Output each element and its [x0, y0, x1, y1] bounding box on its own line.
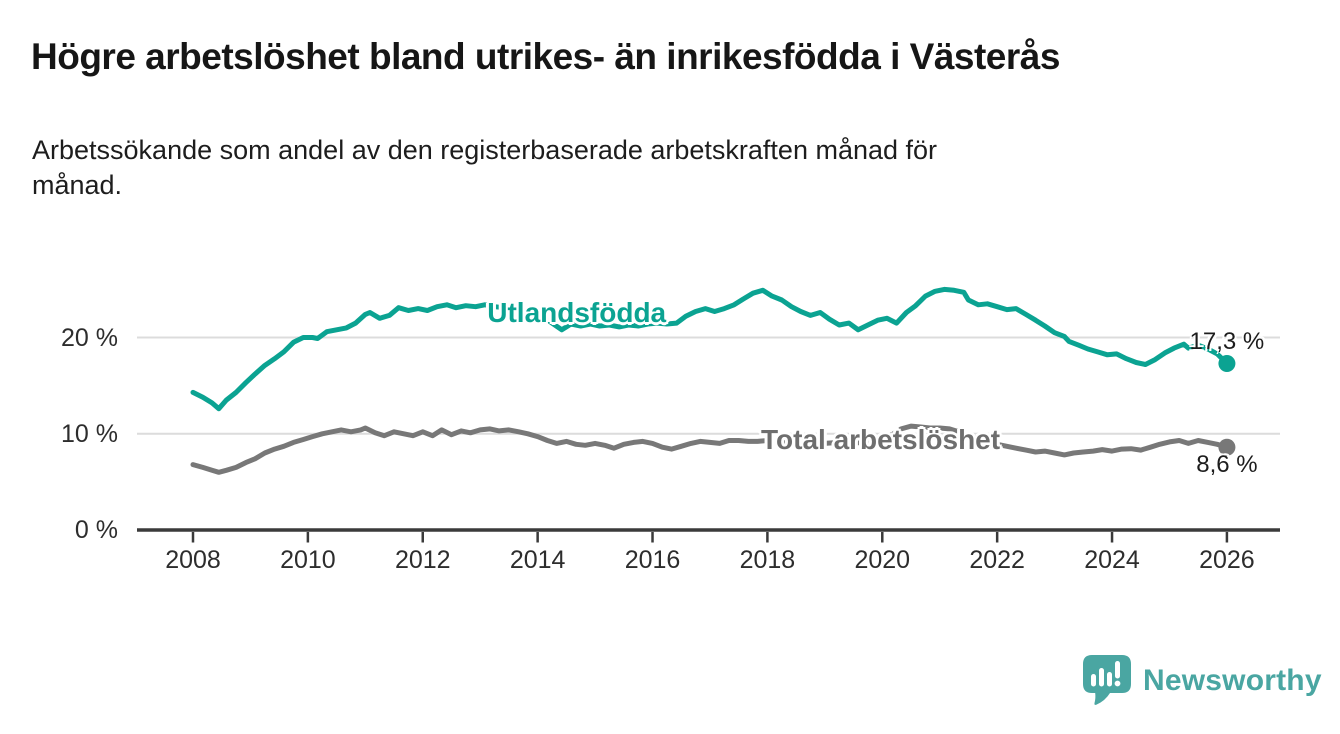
newsworthy-logo: Newsworthy	[1083, 655, 1322, 706]
x-tick-label: 2018	[739, 546, 796, 574]
series-line-utlandsfodda	[190, 286, 1230, 412]
x-tick-label: 2012	[394, 546, 451, 574]
series-end-dot-total-arbetsloshet	[1218, 438, 1236, 456]
chart-subtitle: Arbetssökande som andel av den registerb…	[32, 133, 1272, 203]
x-tick-label: 2020	[854, 546, 911, 574]
x-tick-label: 2008	[165, 546, 221, 574]
brand-name: Newsworthy	[1143, 663, 1322, 697]
series-label-utlandsfodda: Utlandsfödda	[487, 297, 667, 329]
series-label-total-arbetsloshet: Total arbetslöshet	[761, 424, 1001, 455]
y-tick-label: 0 %	[74, 516, 118, 544]
x-tick-label: 2010	[280, 546, 336, 574]
series-line-total-arbetsloshet	[190, 423, 1230, 475]
x-tick-label: 2024	[1084, 546, 1140, 574]
end-value-label-utlandsfodda: 17,3 %	[1189, 328, 1265, 356]
y-tick-label: 10 %	[61, 419, 118, 448]
subtitle-line-2: månad.	[32, 170, 123, 200]
x-tick-label: 2026	[1199, 546, 1255, 574]
x-tick-label: 2022	[969, 546, 1025, 574]
x-tick-label: 2014	[509, 546, 566, 574]
end-value-label-total-arbetsloshet: 8,6 %	[1196, 451, 1258, 479]
x-tick-label: 2016	[624, 546, 681, 574]
y-tick-label: 20 %	[61, 323, 118, 352]
series-end-dot-utlandsfodda	[1218, 354, 1236, 372]
subtitle-line-1: Arbetssökande som andel av den registerb…	[32, 135, 938, 165]
page-title: Högre arbetslöshet bland utrikes- än inr…	[31, 36, 1060, 77]
bar-chart-speech-bubble-icon	[1083, 655, 1131, 705]
